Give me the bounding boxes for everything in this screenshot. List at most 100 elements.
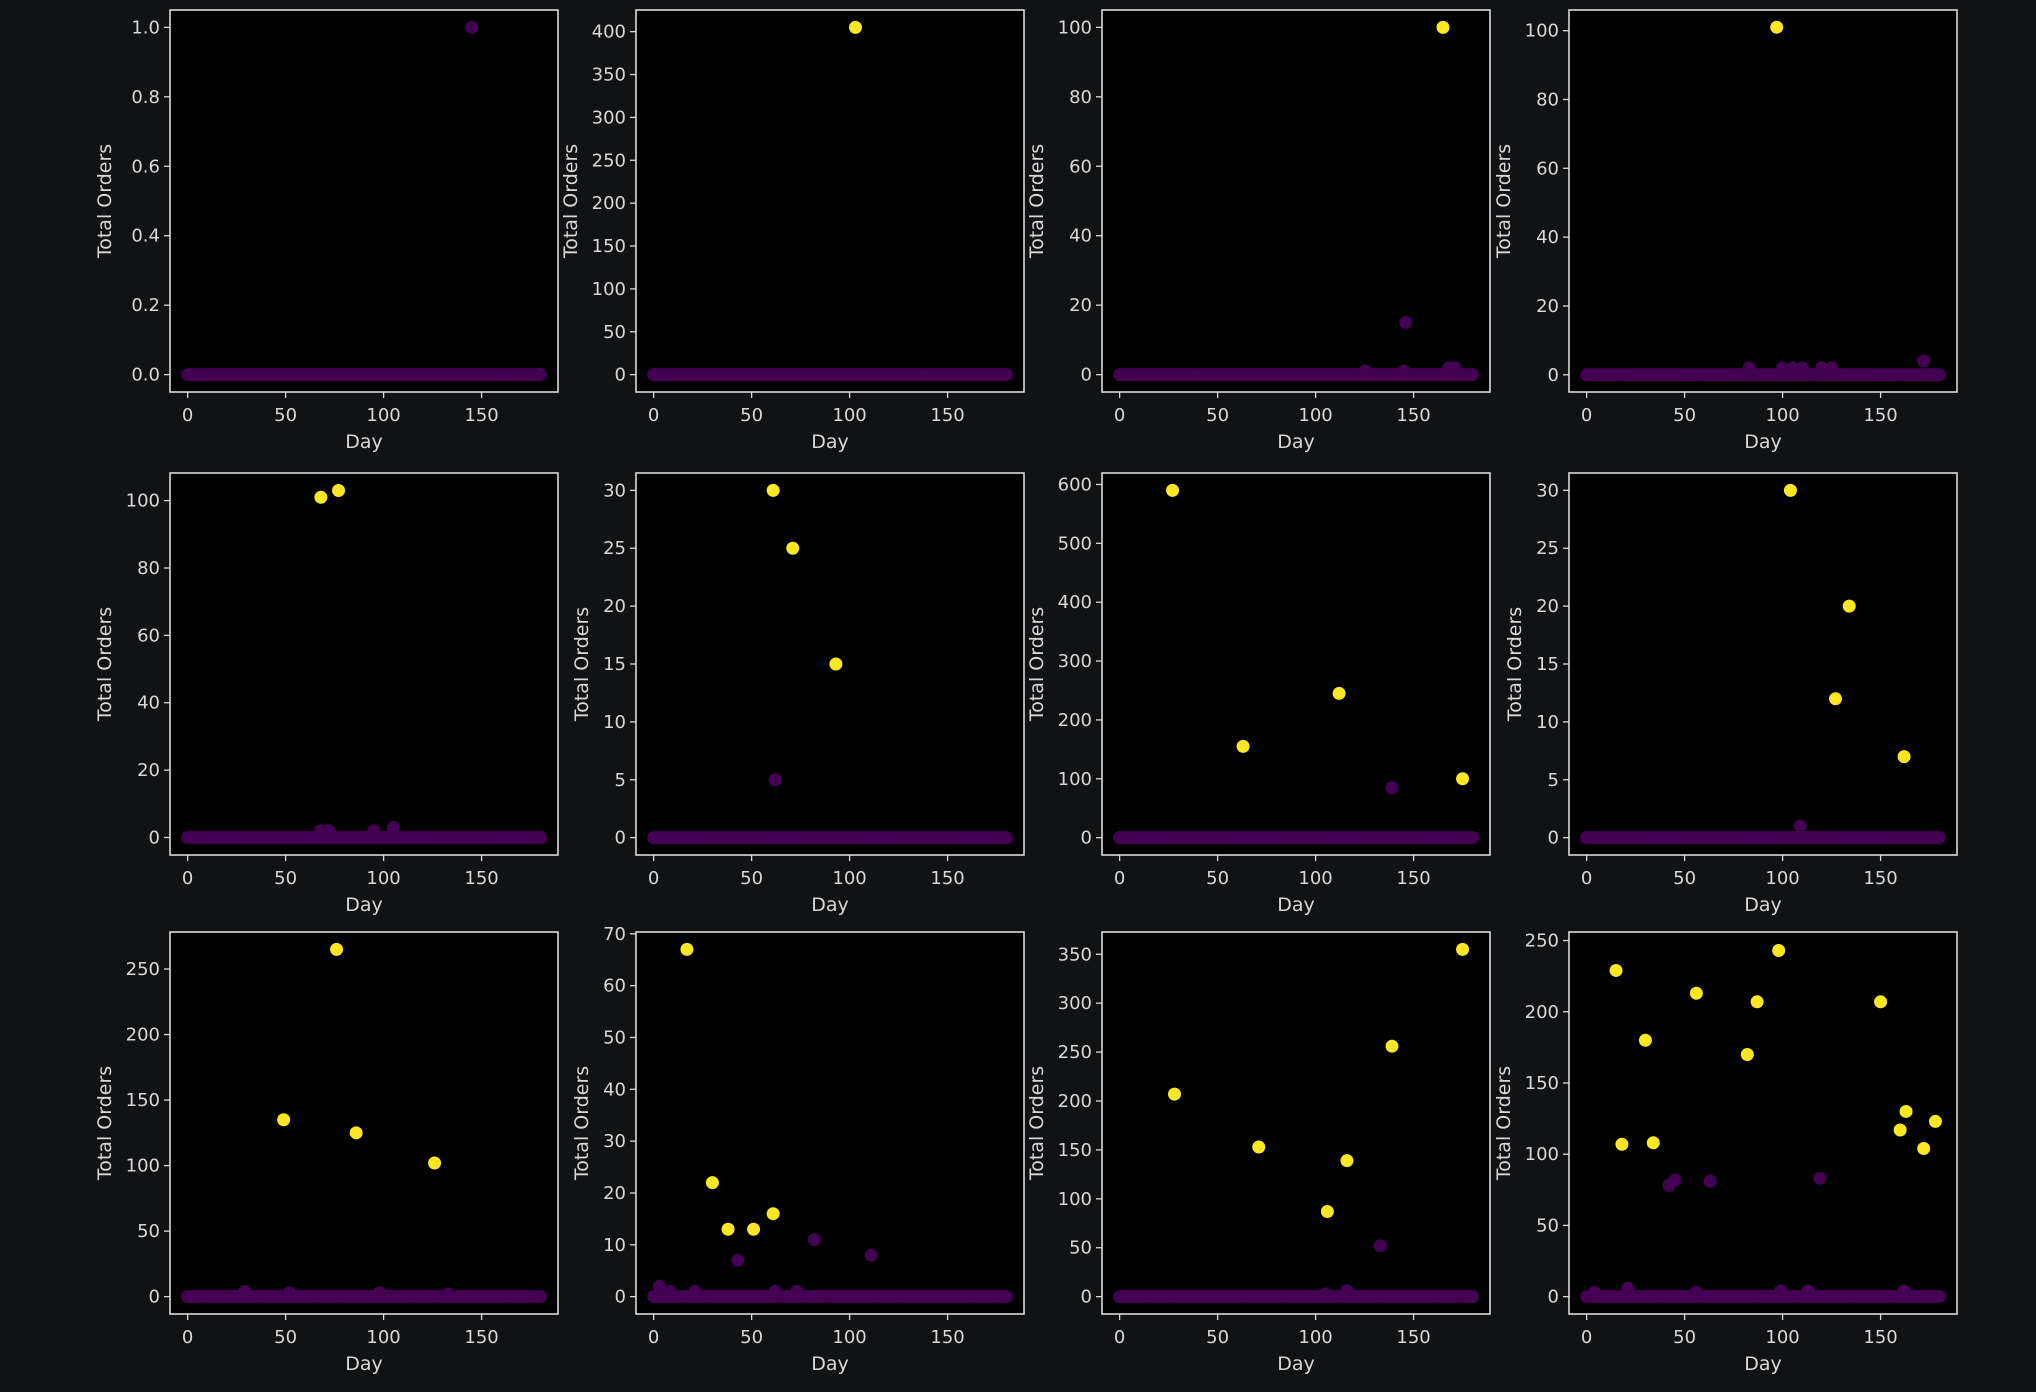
data-point-low <box>1340 1284 1354 1298</box>
data-point-high <box>721 1222 735 1236</box>
axes-frame <box>169 9 559 393</box>
y-tick-label: 50 <box>1536 1215 1559 1236</box>
data-point-high <box>1436 20 1450 34</box>
data-point-high <box>1740 1047 1754 1061</box>
data-point-high <box>786 541 800 555</box>
data-point-high <box>680 942 694 956</box>
y-tick-label: 100 <box>1525 1144 1559 1165</box>
subplot-1: 0 50 100 150 0.0 0.2 0.4 0.6 0.8 1.0 Day Total Orde… <box>94 9 559 453</box>
y-tick-label: 0.2 <box>131 295 160 316</box>
data-point-high <box>1332 686 1346 700</box>
y-tick-label: 250 <box>1525 931 1559 952</box>
y-tick-label: 100 <box>1058 17 1092 38</box>
y-tick-label: 50 <box>1069 1238 1092 1259</box>
data-point-low <box>1587 1285 1601 1299</box>
x-axis-label: Day <box>1744 431 1782 453</box>
plot-area <box>1569 473 1957 855</box>
y-tick-label: 40 <box>137 693 160 714</box>
y-tick-label: 25 <box>603 538 626 559</box>
y-tick-label: 150 <box>126 1090 160 1111</box>
data-point-baseline <box>1465 1290 1479 1304</box>
subplot-11: 0 50 100 150 0 50 100 150 200 250 300 350 Day Total O… <box>1026 931 1491 1375</box>
x-tick-label: 50 <box>1673 868 1696 889</box>
data-point-low <box>653 1279 667 1293</box>
x-axis-label: Day <box>811 431 849 453</box>
y-tick-label: 600 <box>1058 474 1092 495</box>
data-point-low <box>688 1284 702 1298</box>
axes-frame <box>635 9 1025 393</box>
data-point-low <box>1776 361 1790 375</box>
y-tick-label: 15 <box>1536 654 1559 675</box>
x-axis-label: Day <box>1277 431 1315 453</box>
x-tick-label: 150 <box>464 405 498 426</box>
x-axis-label: Day <box>1744 894 1782 916</box>
plot-area <box>170 932 558 1314</box>
x-axis-label: Day <box>811 1353 849 1375</box>
data-point-low <box>1358 364 1372 378</box>
data-point-baseline <box>533 368 547 382</box>
x-tick-label: 100 <box>366 1327 400 1348</box>
y-tick-label: 0 <box>1081 1287 1092 1308</box>
y-tick-label: 30 <box>1536 480 1559 501</box>
data-point-high <box>1928 1114 1942 1128</box>
data-point-low <box>1774 1284 1788 1298</box>
x-tick-label: 0 <box>1114 868 1125 889</box>
y-tick-label: 80 <box>1536 89 1559 110</box>
y-axis-label: Total Orders <box>560 144 582 259</box>
x-tick-label: 0 <box>1114 1327 1125 1348</box>
y-tick-label: 100 <box>592 279 626 300</box>
x-tick-label: 100 <box>366 405 400 426</box>
y-tick-label: 10 <box>603 712 626 733</box>
data-point-baseline <box>999 1290 1013 1304</box>
data-point-low <box>1373 1239 1387 1253</box>
y-tick-label: 0 <box>1548 365 1559 386</box>
y-axis-label: Total Orders <box>1026 1066 1048 1181</box>
y-tick-label: 400 <box>592 22 626 43</box>
data-point-low <box>1785 361 1799 375</box>
y-tick-label: 60 <box>137 625 160 646</box>
y-tick-label: 200 <box>1058 1091 1092 1112</box>
y-axis-label: Total Orders <box>1026 607 1048 722</box>
data-point-low <box>1318 1287 1332 1301</box>
x-tick-label: 100 <box>832 1327 866 1348</box>
y-tick-label: 15 <box>603 654 626 675</box>
data-point-high <box>1638 1033 1652 1047</box>
x-tick-label: 0 <box>648 868 659 889</box>
data-point-low <box>768 1284 782 1298</box>
y-tick-label: 20 <box>137 760 160 781</box>
y-tick-label: 300 <box>1058 651 1092 672</box>
plot-area <box>636 932 1024 1314</box>
x-tick-label: 100 <box>1765 1327 1799 1348</box>
y-tick-label: 100 <box>1525 21 1559 42</box>
x-tick-label: 50 <box>740 1327 763 1348</box>
x-tick-label: 150 <box>1396 868 1430 889</box>
data-point-baseline <box>1932 1290 1946 1304</box>
y-tick-label: 350 <box>1058 944 1092 965</box>
data-point-low <box>864 1248 878 1262</box>
subplot-4: 0 50 100 150 0 20 40 60 80 100 Day Total Orders <box>1493 9 1958 453</box>
y-tick-label: 100 <box>126 491 160 512</box>
y-tick-label: 150 <box>1058 1140 1092 1161</box>
data-points <box>647 20 1013 382</box>
data-point-low <box>1825 361 1839 375</box>
y-axis-label: Total Orders <box>1504 607 1526 722</box>
data-point-high <box>1750 995 1764 1009</box>
subplot-6: 0 50 100 150 0 5 10 15 20 25 30 Day Total Orders <box>571 472 1025 916</box>
data-points <box>1113 483 1479 845</box>
x-tick-label: 0 <box>182 405 193 426</box>
y-tick-label: 40 <box>1536 227 1559 248</box>
data-point-baseline <box>1932 368 1946 382</box>
plot-area <box>1102 473 1490 855</box>
subplot-9: 0 50 100 150 0 50 100 150 200 250 Day Total Orders <box>94 931 559 1375</box>
data-point-high <box>766 1207 780 1221</box>
data-point-low <box>1813 1171 1827 1185</box>
y-tick-label: 250 <box>126 959 160 980</box>
data-point-high <box>1236 739 1250 753</box>
x-tick-label: 50 <box>1206 1327 1229 1348</box>
data-point-low <box>1703 1174 1717 1188</box>
y-tick-label: 0 <box>149 1287 160 1308</box>
y-tick-label: 0 <box>1081 365 1092 386</box>
y-tick-label: 0.8 <box>131 87 160 108</box>
data-point-low <box>790 1284 804 1298</box>
x-axis-label: Day <box>811 894 849 916</box>
